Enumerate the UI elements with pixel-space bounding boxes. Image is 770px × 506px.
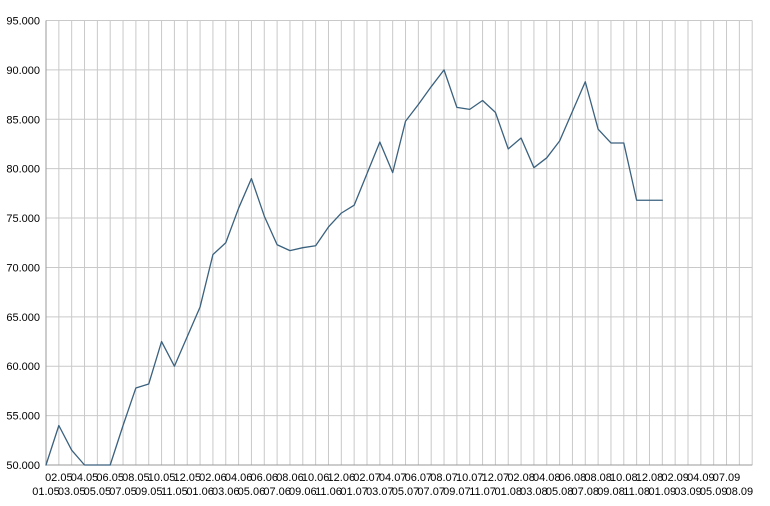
y-tick-label: 60.000 <box>6 361 40 373</box>
x-tick-label: 12.06 <box>328 472 356 484</box>
x-tick-label: 02.05 <box>45 472 73 484</box>
x-tick-label: 04.05 <box>71 472 99 484</box>
y-tick-label: 85.000 <box>6 114 40 126</box>
x-tick-label: 12.07 <box>482 472 510 484</box>
x-tick-label: 08.09 <box>726 486 754 498</box>
y-tick-label: 50.000 <box>6 460 40 472</box>
gridlines <box>45 20 753 466</box>
y-tick-label: 65.000 <box>6 312 40 324</box>
x-tick-label: 05.09 <box>700 486 728 498</box>
y-tick-label: 55.000 <box>6 411 40 423</box>
x-tick-label: 04.06 <box>225 472 253 484</box>
x-tick-label: 10.06 <box>302 472 330 484</box>
x-tick-label: 04.08 <box>533 472 561 484</box>
x-tick-label: 09.08 <box>597 486 625 498</box>
x-tick-label: 07.07 <box>417 486 445 498</box>
x-tick-label: 02.07 <box>353 472 381 484</box>
y-tick-label: 80.000 <box>6 164 40 176</box>
x-tick-label: 01.05 <box>32 486 60 498</box>
x-tick-label: 12.05 <box>173 472 201 484</box>
x-tick-label: 11.05 <box>161 486 188 498</box>
y-tick-label: 70.000 <box>6 262 40 274</box>
x-tick-label: 08.06 <box>276 472 304 484</box>
x-tick-label: 07.06 <box>263 486 291 498</box>
x-tick-label: 04.09 <box>687 472 715 484</box>
y-tick-label: 90.000 <box>6 65 40 77</box>
x-tick-label: 05.05 <box>84 486 112 498</box>
x-tick-label: 01.07 <box>340 486 368 498</box>
x-tick-label: 09.07 <box>443 486 471 498</box>
x-tick-label: 06.07 <box>405 472 433 484</box>
x-tick-label: 05.06 <box>238 486 266 498</box>
x-tick-label: 03.06 <box>212 486 240 498</box>
x-tick-label: 03.07 <box>366 486 394 498</box>
x-tick-label: 10.07 <box>456 472 484 484</box>
x-tick-label: 11.08 <box>623 486 650 498</box>
x-tick-label: 02.06 <box>199 472 227 484</box>
x-tick-label: 03.09 <box>674 486 702 498</box>
x-tick-label: 07.09 <box>713 472 741 484</box>
y-tick-label: 75.000 <box>6 213 40 225</box>
x-tick-label: 05.08 <box>546 486 574 498</box>
x-tick-label: 09.06 <box>289 486 317 498</box>
x-tick-label: 06.06 <box>251 472 279 484</box>
x-tick-label: 06.08 <box>559 472 587 484</box>
x-tick-label: 11.06 <box>315 486 342 498</box>
x-tick-label: 06.05 <box>96 472 124 484</box>
axis-lines <box>45 20 753 466</box>
x-tick-label: 07.08 <box>572 486 600 498</box>
x-tick-label: 08.05 <box>122 472 150 484</box>
x-tick-label: 03.08 <box>520 486 548 498</box>
x-tick-label: 05.07 <box>392 486 420 498</box>
x-tick-label: 08.07 <box>430 472 458 484</box>
x-tick-label: 12.08 <box>636 472 664 484</box>
x-tick-label: 10.05 <box>148 472 176 484</box>
x-axis-labels: 01.05 02.05 03.05 04.05 05.05 06.05 07.05 08.05… <box>32 472 753 498</box>
x-tick-label: 08.08 <box>584 472 612 484</box>
x-tick-label: 11.07 <box>469 486 496 498</box>
x-tick-label: 02.08 <box>507 472 535 484</box>
y-axis-labels: 95.000 90.000 85.000 80.000 75.000 70.000 65.0… <box>6 16 40 473</box>
y-tick-label: 95.000 <box>6 16 40 28</box>
x-tick-label: 02.09 <box>661 472 689 484</box>
x-tick-label: 03.05 <box>58 486 86 498</box>
x-tick-label: 01.08 <box>494 486 522 498</box>
x-tick-label: 10.08 <box>610 472 638 484</box>
x-tick-label: 04.07 <box>379 472 407 484</box>
x-tick-label: 01.09 <box>649 486 677 498</box>
data-line <box>45 69 663 466</box>
x-tick-label: 07.05 <box>109 486 137 498</box>
x-tick-label: 09.05 <box>135 486 163 498</box>
x-tick-label: 01.06 <box>186 486 214 498</box>
